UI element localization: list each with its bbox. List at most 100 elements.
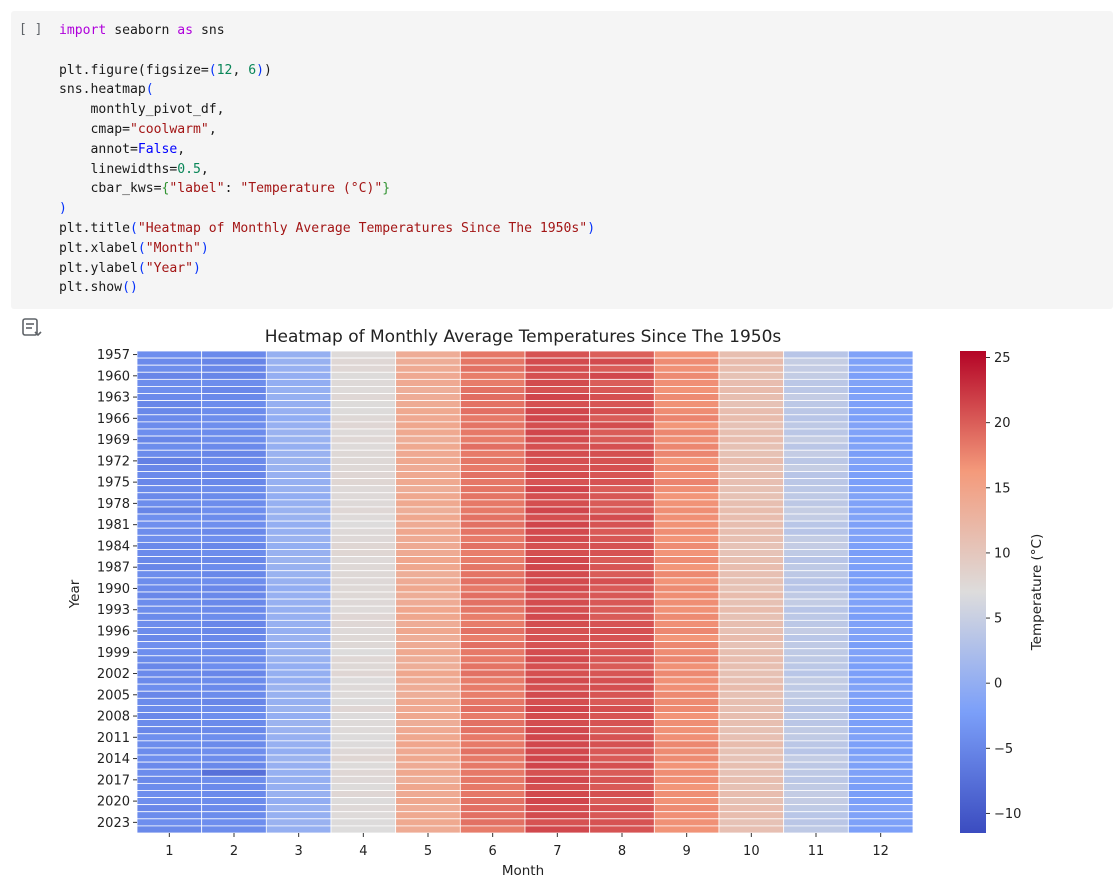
heatmap-cell (589, 534, 655, 543)
heatmap-cell (265, 357, 332, 366)
y-tick-label: 1981 (97, 518, 130, 533)
heatmap-cell (395, 598, 461, 607)
run-cell-button[interactable]: [ ] (19, 22, 43, 37)
y-tick-label: 1963 (97, 391, 130, 406)
heatmap-cell (718, 393, 785, 402)
heatmap-cell (265, 556, 332, 565)
heatmap-cell (524, 804, 591, 813)
heatmap-cell (653, 598, 720, 607)
heatmap-cell (589, 456, 655, 465)
heatmap-cell (718, 371, 785, 380)
heatmap-cell (265, 683, 332, 692)
heatmap-cell (847, 761, 914, 770)
heatmap-cell (847, 591, 914, 600)
heatmap-cell (265, 747, 332, 756)
heatmap-cell (653, 371, 720, 380)
heatmap-cell (265, 790, 332, 798)
heatmap-cell (653, 478, 720, 487)
heatmap-cell (847, 662, 914, 671)
heatmap-cell (718, 804, 785, 813)
heatmap-cell (330, 705, 397, 713)
heatmap-cell (136, 478, 203, 487)
heatmap-cell (653, 754, 720, 763)
heatmap-cell (265, 690, 332, 699)
heatmap-cell (395, 549, 461, 557)
heatmap-cell (136, 577, 203, 586)
heatmap-cell (524, 364, 591, 373)
heatmap-cell (589, 556, 655, 565)
heatmap-cell (847, 648, 914, 657)
heatmap-cell (395, 641, 461, 650)
heatmap-cell (653, 726, 720, 735)
heatmap-cell (136, 549, 203, 557)
heatmap-cell (718, 747, 785, 756)
heatmap-cell (653, 825, 720, 834)
heatmap-cell (459, 421, 526, 430)
heatmap-cell (201, 534, 267, 543)
heatmap-cell (653, 768, 720, 777)
heatmap-cell (718, 485, 785, 494)
chart-title: Heatmap of Monthly Average Temperatures … (265, 327, 782, 347)
heatmap-cell (136, 357, 203, 366)
heatmap-cell (201, 492, 267, 501)
heatmap-cell (265, 414, 332, 423)
output-toggle-icon[interactable] (20, 316, 44, 340)
x-tick-label: 7 (553, 844, 561, 859)
heatmap-cell (459, 634, 526, 643)
heatmap-cell (330, 598, 397, 607)
heatmap-cell (330, 556, 397, 565)
code-editor[interactable]: import seaborn as sns plt.figure(figsize… (59, 23, 596, 296)
heatmap-cell (330, 627, 397, 635)
heatmap-cell (718, 499, 785, 508)
heatmap-cell (330, 662, 397, 671)
heatmap-cell (459, 747, 526, 756)
heatmap-cell (653, 378, 720, 387)
heatmap-cell (653, 782, 720, 791)
heatmap-cell (136, 534, 203, 543)
heatmap-cell (783, 541, 849, 550)
heatmap-cell (395, 754, 461, 763)
heatmap-cell (395, 662, 461, 671)
heatmap-cell (395, 825, 461, 834)
heatmap-cell (524, 669, 591, 678)
heatmap-cell (653, 464, 720, 472)
heatmap-cell (265, 442, 332, 451)
heatmap-cell (459, 676, 526, 685)
heatmap-cell (783, 428, 849, 437)
heatmap-cell (265, 726, 332, 735)
colorbar-ticks: −10 −5 0 5 10 15 20 25 (986, 351, 1021, 822)
heatmap-cell (395, 471, 461, 479)
heatmap-cell (136, 527, 203, 536)
heatmap-cell (589, 485, 655, 494)
heatmap-cell (265, 797, 332, 806)
heatmap-cell (524, 506, 591, 515)
heatmap-cell (201, 598, 267, 607)
heatmap-cell (718, 733, 785, 742)
heatmap-cell (718, 705, 785, 713)
y-tick-label: 2011 (97, 731, 130, 746)
heatmap-cell (265, 804, 332, 813)
heatmap-cell (459, 782, 526, 791)
heatmap-cell (589, 669, 655, 678)
heatmap-cell (265, 421, 332, 430)
heatmap-cell (589, 648, 655, 657)
heatmap-cell (718, 428, 785, 437)
heatmap-cell (395, 563, 461, 572)
heatmap-cell (783, 768, 849, 777)
heatmap-cell (265, 506, 332, 515)
heatmap-cell (265, 662, 332, 671)
heatmap-cell (653, 407, 720, 416)
heatmap-cell (459, 407, 526, 416)
heatmap-cell (265, 534, 332, 543)
heatmap-cell (330, 790, 397, 798)
heatmap-cell (524, 456, 591, 465)
heatmap-cell (459, 719, 526, 728)
heatmap-cell (136, 726, 203, 735)
heatmap-cell (330, 747, 397, 756)
heatmap-cell (201, 747, 267, 756)
heatmap-cell (718, 400, 785, 409)
heatmap-cell (459, 697, 526, 706)
code-cell[interactable] (11, 11, 1113, 309)
heatmap-cell (589, 591, 655, 600)
heatmap-cell (847, 605, 914, 614)
